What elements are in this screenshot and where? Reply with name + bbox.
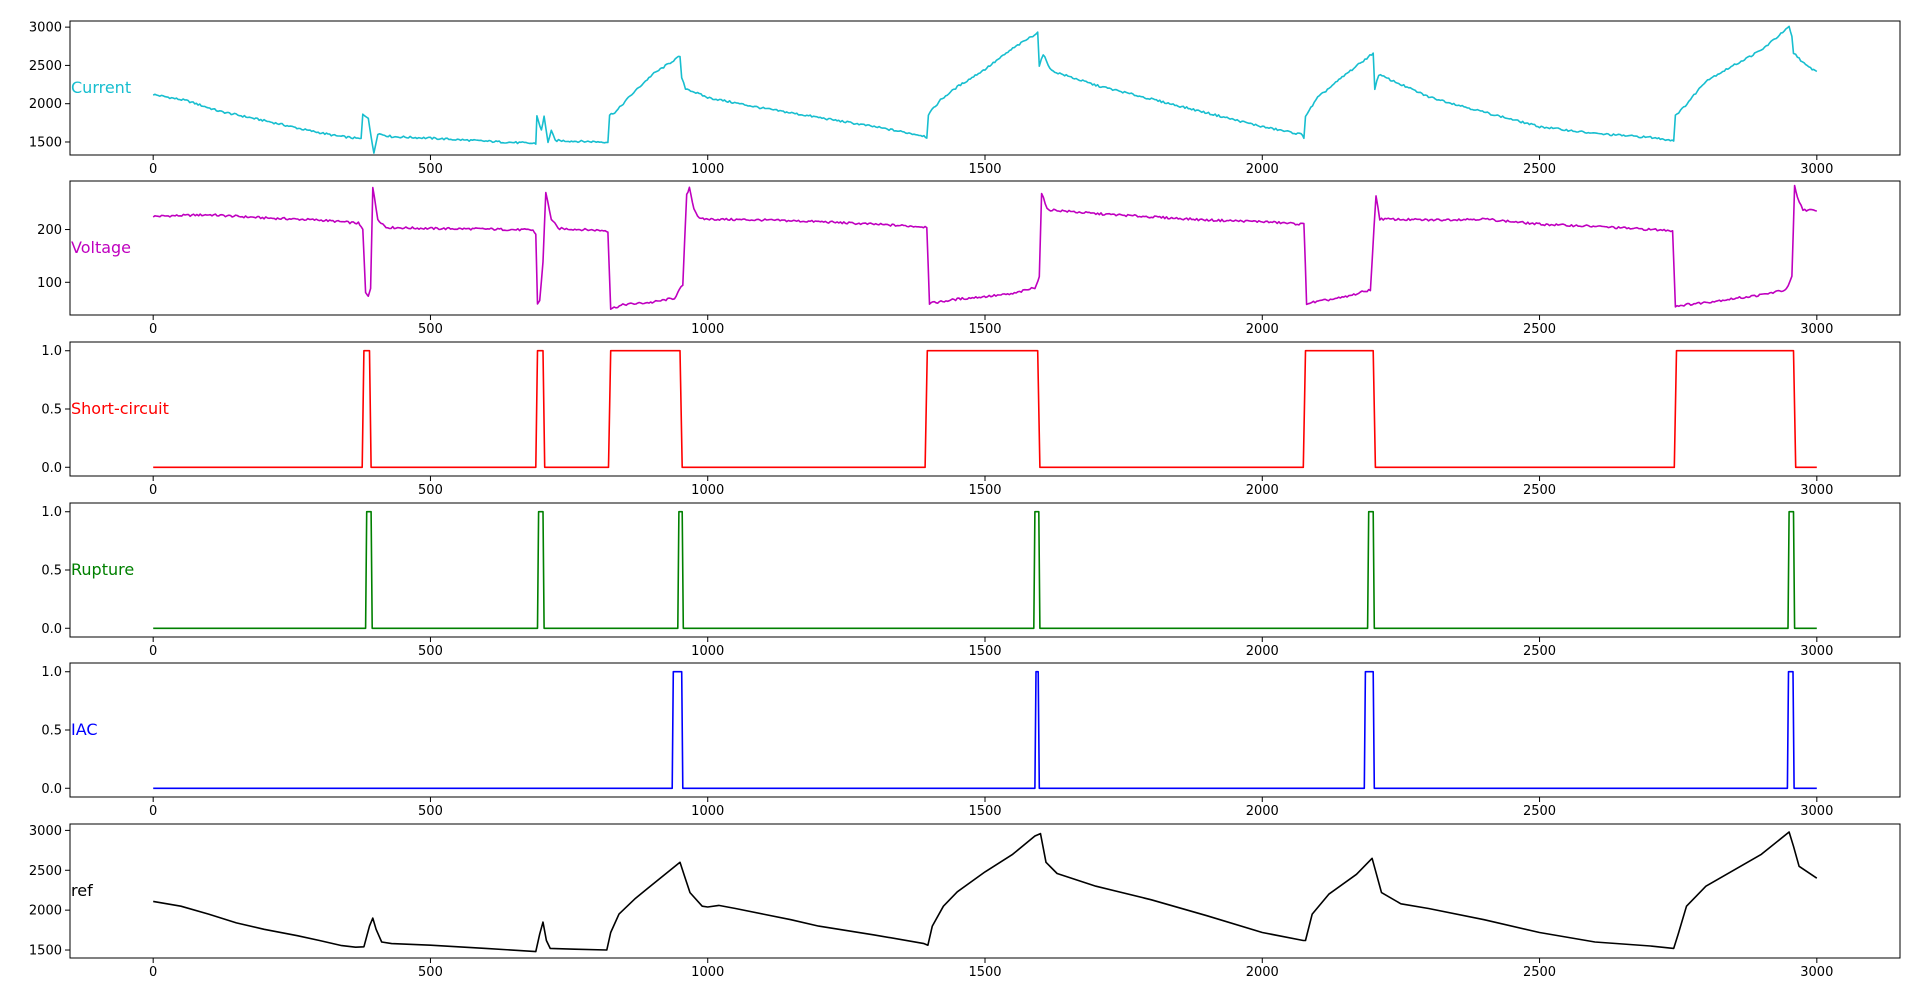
x-tick-label: 3000 bbox=[1800, 804, 1833, 819]
x-tick-label: 1000 bbox=[691, 804, 724, 819]
y-tick-label: 0.5 bbox=[41, 724, 62, 739]
subplot-short-circuit: 0 500 1000 1500 2000 2500 3000 0.0 0.5 1.0 Short-c… bbox=[41, 341, 1901, 498]
series-label: ref bbox=[71, 881, 93, 900]
x-tick-label: 1500 bbox=[968, 804, 1001, 819]
x-tick-label: 2500 bbox=[1523, 322, 1556, 337]
y-tick-label: 1.0 bbox=[41, 665, 62, 680]
x-tick-label: 2000 bbox=[1246, 322, 1279, 337]
x-tick-label: 2000 bbox=[1246, 804, 1279, 819]
x-tick-label: 1500 bbox=[968, 322, 1001, 337]
x-tick-label: 2500 bbox=[1523, 804, 1556, 819]
subplot-current: 0 500 1000 1500 2000 2500 3000 1500 2000 2500 3000… bbox=[29, 20, 1901, 177]
y-tick-label: 3000 bbox=[29, 824, 62, 839]
axes-frame bbox=[69, 823, 1901, 959]
y-tick-label: 200 bbox=[37, 223, 62, 238]
y-tick-label: 0.0 bbox=[41, 622, 62, 637]
series-line bbox=[153, 670, 1817, 790]
x-tick-label: 500 bbox=[418, 965, 443, 980]
y-tick-label: 2000 bbox=[29, 904, 62, 919]
x-tick-label: 0 bbox=[149, 644, 157, 659]
subplot-voltage: 0 500 1000 1500 2000 2500 3000 100 200 Voltage bbox=[37, 180, 1901, 337]
y-tick-label: 3000 bbox=[29, 21, 62, 36]
x-tick-label: 2500 bbox=[1523, 162, 1556, 177]
series-line bbox=[152, 184, 1818, 310]
series-label: Voltage bbox=[71, 238, 131, 257]
axes-frame bbox=[69, 20, 1901, 156]
x-tick-label: 1000 bbox=[691, 644, 724, 659]
x-tick-label: 500 bbox=[418, 322, 443, 337]
x-tick-label: 0 bbox=[149, 162, 157, 177]
subplot-iac: 0 500 1000 1500 2000 2500 3000 0.0 0.5 1.0 IAC bbox=[41, 662, 1901, 819]
y-tick-label: 2500 bbox=[29, 59, 62, 74]
subplot-rupture: 0 500 1000 1500 2000 2500 3000 0.0 0.5 1.0 Rupture bbox=[41, 502, 1901, 659]
x-tick-label: 1000 bbox=[691, 483, 724, 498]
x-tick-label: 3000 bbox=[1800, 162, 1833, 177]
x-tick-label: 3000 bbox=[1800, 965, 1833, 980]
x-tick-label: 500 bbox=[418, 644, 443, 659]
x-tick-label: 500 bbox=[418, 483, 443, 498]
x-tick-label: 2500 bbox=[1523, 644, 1556, 659]
x-tick-label: 3000 bbox=[1800, 644, 1833, 659]
y-tick-label: 100 bbox=[37, 276, 62, 291]
x-tick-label: 1500 bbox=[968, 483, 1001, 498]
x-tick-label: 1500 bbox=[968, 162, 1001, 177]
x-tick-label: 2500 bbox=[1523, 965, 1556, 980]
x-tick-label: 1000 bbox=[691, 322, 724, 337]
series-label: Rupture bbox=[71, 560, 134, 579]
axes-frame bbox=[69, 180, 1901, 316]
y-tick-label: 1.0 bbox=[41, 344, 62, 359]
x-tick-label: 1000 bbox=[691, 162, 724, 177]
y-tick-label: 1.0 bbox=[41, 505, 62, 520]
series-label: Short-circuit bbox=[71, 399, 169, 418]
y-tick-label: 1500 bbox=[29, 135, 62, 150]
series-label: Current bbox=[71, 78, 131, 97]
x-tick-label: 0 bbox=[149, 483, 157, 498]
series-line bbox=[152, 25, 1818, 154]
y-tick-label: 0.5 bbox=[41, 564, 62, 579]
x-tick-label: 2000 bbox=[1246, 483, 1279, 498]
x-tick-label: 1000 bbox=[691, 965, 724, 980]
y-tick-label: 2500 bbox=[29, 864, 62, 879]
x-tick-label: 2500 bbox=[1523, 483, 1556, 498]
series-line bbox=[153, 510, 1817, 630]
x-tick-label: 1500 bbox=[968, 965, 1001, 980]
y-tick-label: 0.0 bbox=[41, 461, 62, 476]
x-tick-label: 500 bbox=[418, 162, 443, 177]
x-tick-label: 2000 bbox=[1246, 162, 1279, 177]
x-tick-label: 500 bbox=[418, 804, 443, 819]
x-tick-label: 1500 bbox=[968, 644, 1001, 659]
axes-frame bbox=[69, 341, 1901, 477]
axes-frame bbox=[69, 502, 1901, 638]
series-line bbox=[153, 349, 1817, 469]
y-tick-label: 0.0 bbox=[41, 782, 62, 797]
series-line bbox=[153, 831, 1818, 953]
y-tick-label: 0.5 bbox=[41, 403, 62, 418]
x-tick-label: 0 bbox=[149, 804, 157, 819]
y-tick-label: 2000 bbox=[29, 97, 62, 112]
series-label: IAC bbox=[71, 720, 98, 739]
x-tick-label: 0 bbox=[149, 965, 157, 980]
subplot-ref: 0 500 1000 1500 2000 2500 3000 1500 2000 2500 3000… bbox=[29, 823, 1901, 980]
x-tick-label: 2000 bbox=[1246, 644, 1279, 659]
axes-frame bbox=[69, 662, 1901, 798]
y-tick-label: 1500 bbox=[29, 944, 62, 959]
x-tick-label: 3000 bbox=[1800, 322, 1833, 337]
x-tick-label: 0 bbox=[149, 322, 157, 337]
x-tick-label: 2000 bbox=[1246, 965, 1279, 980]
x-tick-label: 3000 bbox=[1800, 483, 1833, 498]
